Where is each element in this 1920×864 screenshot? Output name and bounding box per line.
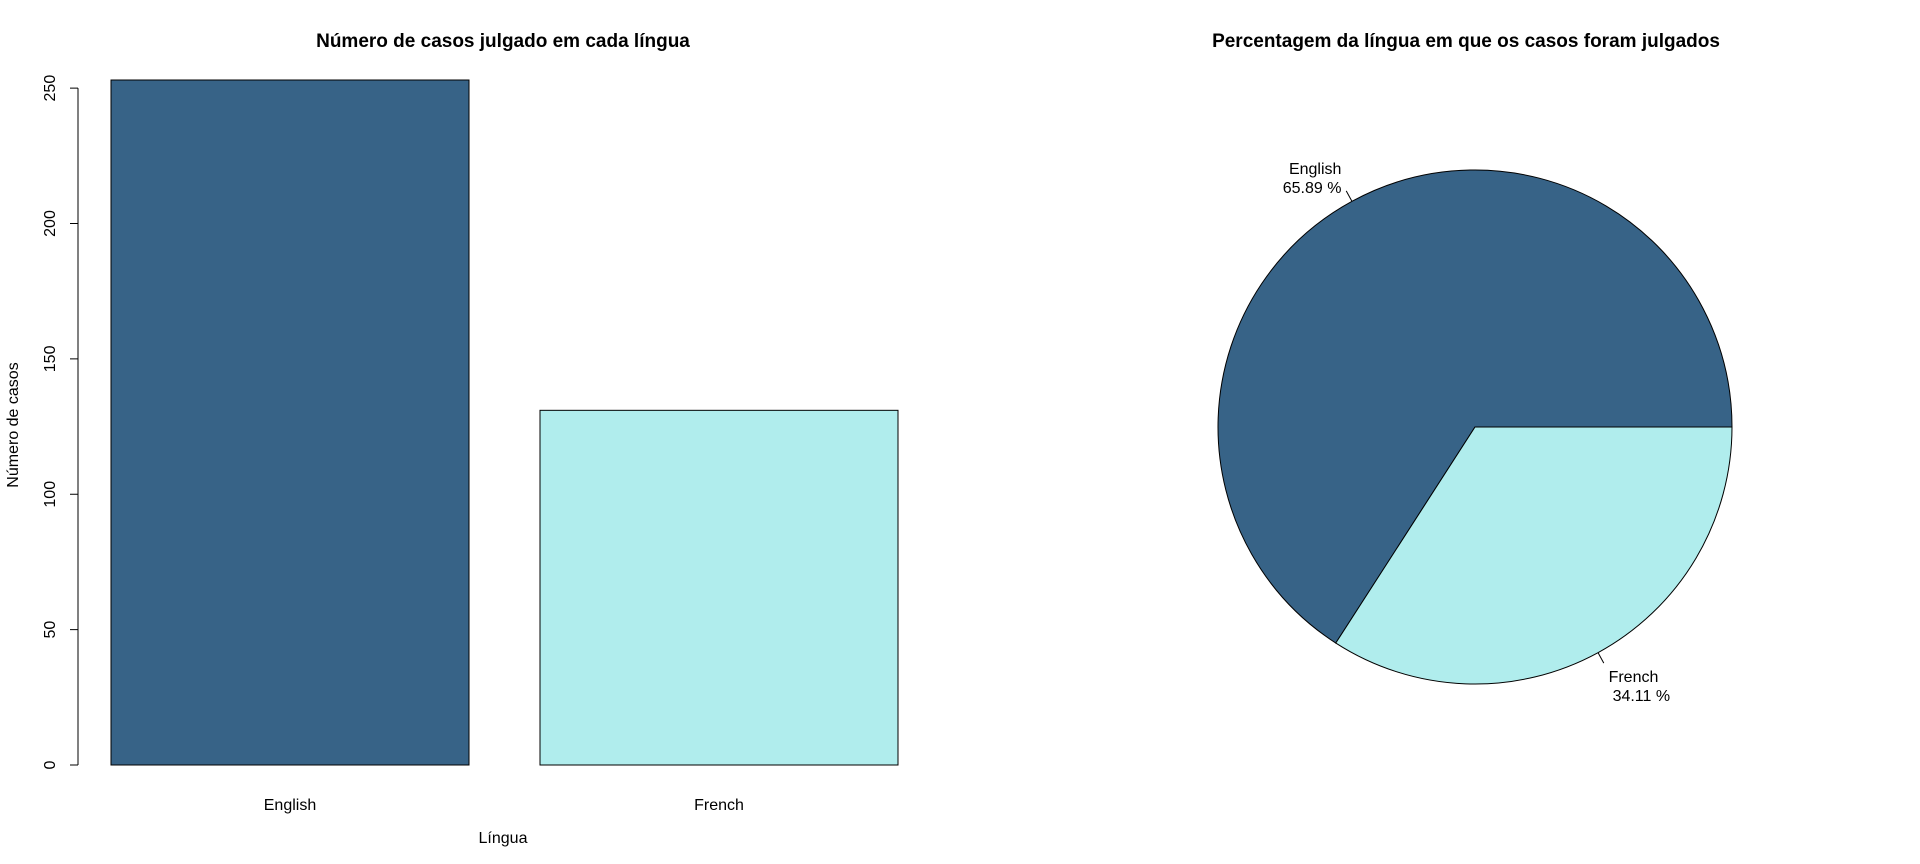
bars xyxy=(110,79,899,766)
pie-slice-french xyxy=(1335,426,1733,685)
bar-chart-ylabel: Número de casos xyxy=(5,362,22,487)
bar-french xyxy=(539,409,899,766)
pie-chart-title: Percentagem da língua em que os casos fo… xyxy=(1212,31,1720,52)
y-tick-label: 200 xyxy=(42,210,59,237)
pie-label-tick xyxy=(1597,652,1605,664)
y-axis: 0 50 100 150 200 250 xyxy=(42,75,79,769)
pie-label-english: English 65.89 % xyxy=(1283,161,1342,197)
pie-category-label: English xyxy=(1289,161,1341,178)
bar-english xyxy=(110,79,470,766)
y-tick-label: 50 xyxy=(42,621,59,639)
pie-labels: English 65.89 % French 34.11 % xyxy=(1283,161,1670,705)
pie-slices xyxy=(1217,169,1733,685)
bar-chart: Número de casos julgado em cada língua N… xyxy=(5,31,899,847)
pie-label-tick xyxy=(1345,190,1353,202)
pie-percent-label: 65.89 % xyxy=(1283,180,1342,197)
pie-percent-label: 34.11 % xyxy=(1613,688,1671,705)
x-tick-label: English xyxy=(264,797,316,814)
bar-chart-title: Número de casos julgado em cada língua xyxy=(316,31,690,52)
pie-chart: Percentagem da língua em que os casos fo… xyxy=(1212,31,1733,705)
y-tick-label: 100 xyxy=(42,481,59,508)
pie-category-label: French xyxy=(1609,669,1659,686)
y-tick-label: 150 xyxy=(42,345,59,372)
bar-chart-xlabel: Língua xyxy=(479,830,528,847)
y-tick-label: 250 xyxy=(42,75,59,102)
x-tick-label: French xyxy=(694,797,744,814)
x-tick-labels: English French xyxy=(264,797,744,814)
pie-label-french: French 34.11 % xyxy=(1609,669,1671,705)
y-tick-label: 0 xyxy=(42,760,59,769)
